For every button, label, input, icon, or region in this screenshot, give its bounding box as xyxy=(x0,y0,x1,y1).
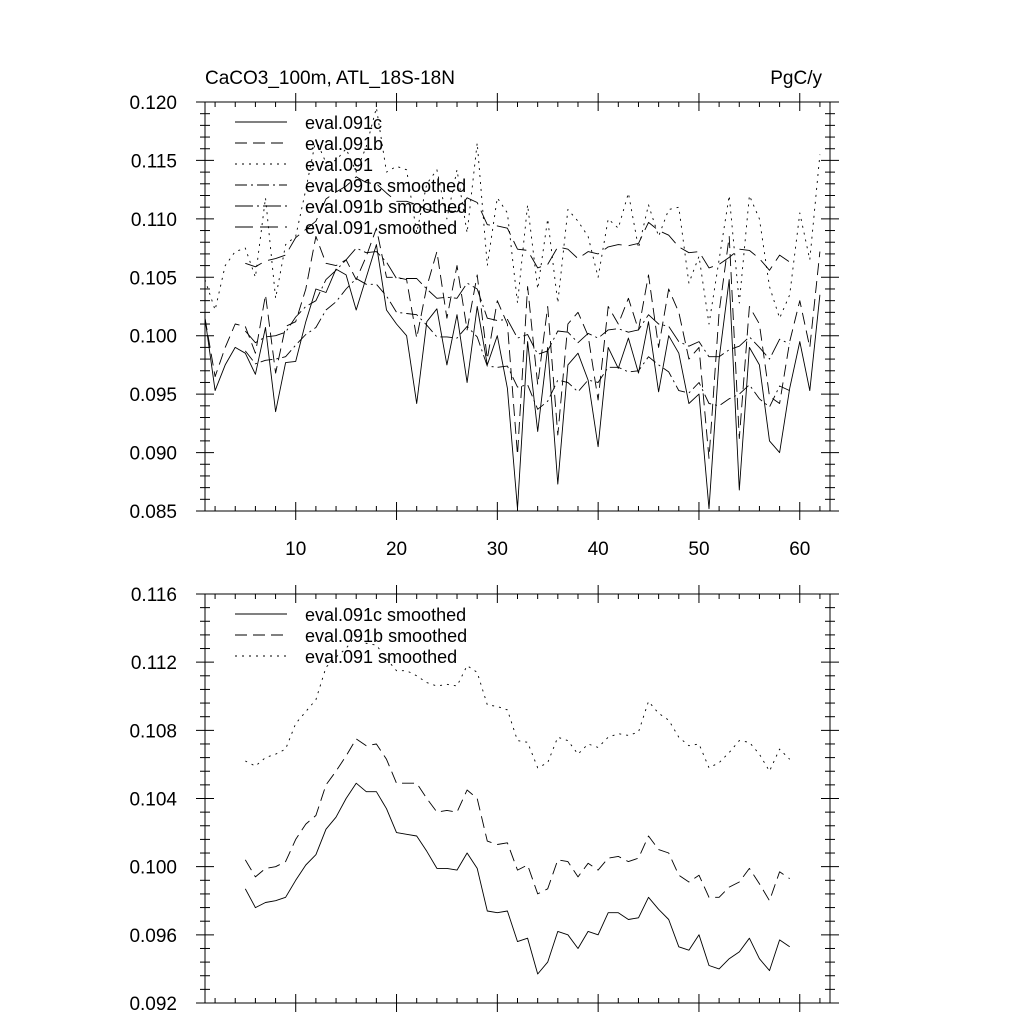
legend-label: eval.091b smoothed xyxy=(305,197,467,217)
chart-units: PgC/y xyxy=(770,68,822,89)
y-tick-label: 0.100 xyxy=(129,327,177,348)
series-line xyxy=(244,738,790,902)
y-tick-label: 0.110 xyxy=(131,210,177,231)
x-tick-label: 10 xyxy=(285,539,306,560)
legend-label: eval.091b smoothed xyxy=(305,626,467,646)
y-tick-label: 0.100 xyxy=(129,858,177,879)
y-tick-label: 0.092 xyxy=(129,994,177,1015)
y-tick-label: 0.095 xyxy=(129,385,177,406)
x-tick-label: 30 xyxy=(487,539,508,560)
series-line xyxy=(245,176,790,271)
y-tick-label: 0.104 xyxy=(129,790,177,811)
x-tick-label: 60 xyxy=(789,539,810,560)
y-tick-label: 0.108 xyxy=(129,721,177,742)
series-line xyxy=(204,227,821,459)
y-tick-label: 0.096 xyxy=(129,926,177,947)
y-tick-label: 0.105 xyxy=(129,268,177,289)
legend-label: eval.091b xyxy=(305,134,383,154)
x-tick-label: 40 xyxy=(588,539,609,560)
legend-label: eval.091 xyxy=(305,155,373,175)
series-line xyxy=(204,244,821,510)
bottom-panel: 0.092 0.096 0.100 0.104 0.108 0.112 0.116 eval.… xyxy=(129,585,839,1015)
y-tick-label: 0.112 xyxy=(131,653,177,674)
y-tick-label: 0.120 xyxy=(129,93,177,114)
top-panel: 10 20 30 40 50 60 0.085 0.090 0.095 0.100 0.105 0.1… xyxy=(129,68,839,560)
legend-label: eval.091c smoothed xyxy=(305,176,466,196)
legend-label: eval.091 smoothed xyxy=(305,647,457,667)
series-line xyxy=(204,107,821,325)
x-tick-label: 20 xyxy=(386,539,407,560)
legend-label: eval.091 smoothed xyxy=(305,218,457,238)
y-tick-label: 0.085 xyxy=(129,502,177,523)
legend-label: eval.091c smoothed xyxy=(305,605,466,625)
y-tick-label: 0.090 xyxy=(129,444,177,465)
series-line xyxy=(244,247,790,360)
y-tick-label: 0.115 xyxy=(131,151,177,172)
legend-label: eval.091c xyxy=(305,113,382,133)
x-tick-label: 50 xyxy=(688,539,709,560)
y-tick-label: 0.116 xyxy=(131,585,177,606)
chart-title: CaCO3_100m, ATL_18S-18N xyxy=(205,68,455,89)
series-line xyxy=(244,782,790,975)
series-line xyxy=(244,278,790,410)
